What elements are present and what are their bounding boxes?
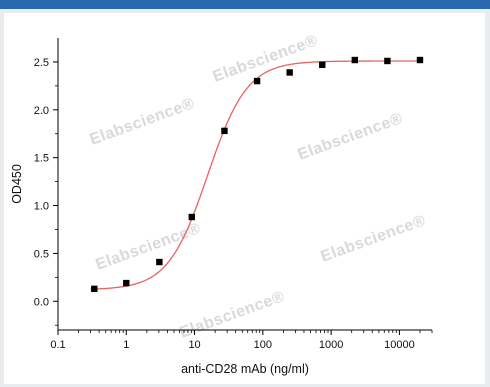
top-banner [0, 0, 490, 9]
x-tick-label: 1 [123, 339, 129, 351]
data-point [416, 56, 424, 64]
y-tick-label: 0.0 [34, 296, 49, 308]
data-point [156, 258, 163, 266]
data-point [351, 56, 359, 64]
x-axis-title: anti-CD28 mAb (ng/ml) [181, 362, 309, 376]
data-point [188, 213, 195, 221]
data-point [286, 69, 293, 76]
data-point [319, 61, 326, 69]
data-point [253, 77, 261, 85]
watermark-text: Elabscience® [296, 110, 405, 164]
watermark-text: Elabscience® [319, 212, 428, 266]
x-tick-label: 100 [254, 339, 272, 351]
y-tick-label: 2.0 [34, 105, 49, 117]
watermark-text: Elabscience® [211, 32, 320, 86]
y-tick-label: 1.5 [34, 153, 49, 165]
watermark-text: Elabscience® [94, 220, 203, 274]
watermark-text: Elabscience® [178, 288, 287, 342]
x-tick-label: 10 [188, 339, 200, 351]
chart-frame [4, 13, 485, 384]
y-tick-label: 2.5 [34, 57, 49, 69]
watermark-text: Elabscience® [88, 95, 197, 149]
data-points-layer [91, 56, 424, 293]
x-tick-label: 0.1 [50, 339, 65, 351]
y-tick-label: 1.0 [34, 201, 49, 213]
y-axis-title: OD450 [10, 164, 24, 204]
data-point [123, 279, 130, 287]
data-point [384, 57, 391, 65]
y-tick-label: 0.5 [34, 248, 49, 260]
axes: 0.1 1 10 100 1000 10000 0.0 0.5 1.0 1.5 2.0 2.5 [34, 38, 433, 351]
x-tick-label: 10000 [384, 339, 415, 351]
data-point [91, 285, 98, 293]
data-point [221, 127, 228, 135]
x-tick-label: 1000 [319, 339, 343, 351]
